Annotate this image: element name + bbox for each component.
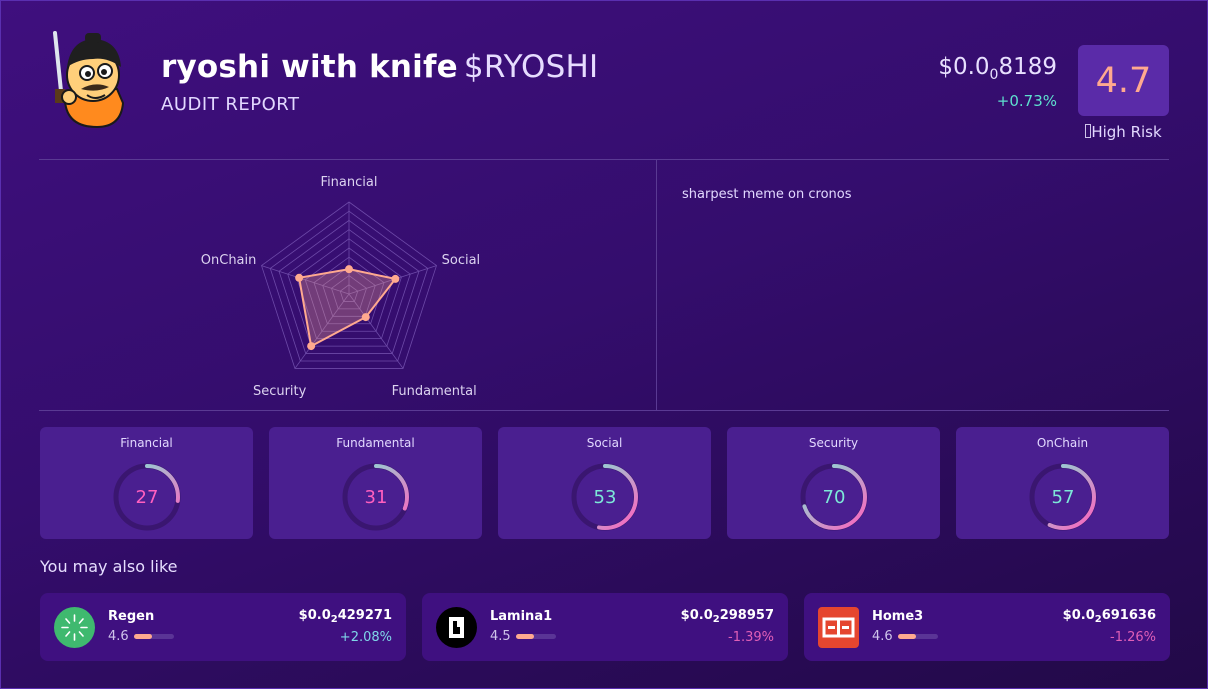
radar-axis-line — [348, 293, 404, 369]
radar-point-social[interactable] — [391, 274, 400, 283]
score-card-label: Financial — [120, 436, 173, 450]
radar-axis-line — [294, 293, 350, 369]
score-value: 27 — [135, 486, 159, 508]
token-title: ryoshi with knife $RYOSHI — [161, 49, 598, 85]
home3-logo-icon — [818, 607, 859, 648]
radar-point-fundamental[interactable] — [361, 313, 370, 322]
radar-data-area — [297, 268, 398, 348]
score-value: 31 — [364, 486, 388, 508]
radar-label-onchain: OnChain — [201, 253, 257, 268]
score-card-onchain[interactable]: OnChain 57 — [956, 427, 1169, 539]
recommendation-score-bar — [898, 634, 938, 639]
warning-icon — [1085, 124, 1092, 138]
score-gauge-arc — [343, 464, 409, 530]
regen-logo-icon — [54, 607, 95, 648]
recommendation-price: $0.02429271 — [298, 608, 392, 625]
radar-grid-ring — [331, 275, 367, 310]
radar-grid-ring — [261, 201, 437, 369]
overall-score: 4.7 — [1095, 60, 1152, 101]
score-card-fundamental[interactable]: Fundamental 31 — [269, 427, 482, 539]
report-subtitle: AUDIT REPORT — [161, 94, 300, 115]
token-name: ryoshi with knife — [161, 49, 458, 85]
section-vertical-divider — [656, 160, 657, 410]
token-header: ryoshi with knife $RYOSHI AUDIT REPORT $0… — [1, 1, 1207, 159]
radar-label-security: Security — [253, 384, 307, 399]
radar-grid-ring — [296, 238, 402, 340]
score-card-social[interactable]: Social 53 — [498, 427, 711, 539]
radar-chart: Financial Social Fundamental Security OnChai… — [201, 175, 481, 399]
score-gauge-arc — [1030, 464, 1096, 530]
token-description: sharpest meme on cronos — [682, 187, 852, 202]
recommendations-title: You may also like — [40, 557, 178, 576]
overall-score-badge: 4.7 — [1078, 45, 1169, 116]
risk-label: High Risk — [1078, 123, 1169, 141]
radar-axis-line — [261, 265, 350, 295]
radar-grid-ring — [269, 210, 429, 362]
score-cards: Financial 27 Fundamental 31 Social 53 Security… — [40, 427, 1170, 539]
recommendation-price: $0.02298957 — [680, 608, 774, 625]
radar-point-financial[interactable] — [345, 265, 353, 274]
recommendation-score: 4.5 — [490, 629, 511, 644]
recommendation-card-regen[interactable]: Regen 4.6 $0.02429271 +2.08% — [40, 593, 406, 661]
score-value: 57 — [1051, 486, 1075, 508]
score-gauge — [342, 463, 410, 531]
recommendation-price-change: -1.39% — [728, 630, 774, 645]
radar-point-security[interactable] — [307, 342, 316, 351]
radar-grid-ring — [313, 256, 385, 325]
score-card-label: Security — [808, 436, 859, 450]
lamina1-logo-icon — [436, 607, 477, 648]
recommendation-price-change: +2.08% — [339, 630, 392, 645]
radar-label-financial: Financial — [321, 175, 378, 190]
header-divider — [39, 159, 1169, 160]
score-gauge — [1029, 463, 1097, 531]
recommendation-score: 4.6 — [872, 629, 893, 644]
score-value: 53 — [593, 486, 617, 508]
recommendation-card-home3[interactable]: Home3 4.6 $0.02691636 -1.26% — [804, 593, 1170, 661]
recommendation-score-bar-fill — [516, 634, 534, 639]
score-gauge-arc — [114, 464, 180, 530]
recommendation-name: Regen — [108, 609, 155, 624]
recommendation-score-bar-fill — [134, 634, 153, 639]
radar-grid-ring — [339, 284, 359, 302]
token-price-change: +0.73% — [996, 92, 1057, 110]
token-ticker: $RYOSHI — [463, 49, 599, 85]
recommendation-price: $0.02691636 — [1062, 608, 1156, 625]
score-gauge — [800, 463, 868, 531]
recommendation-score-bar — [516, 634, 556, 639]
token-price: $0.008189 — [938, 54, 1057, 83]
score-card-label: Social — [586, 436, 623, 450]
score-gauge — [113, 463, 181, 531]
score-card-label: OnChain — [1036, 436, 1089, 450]
recommendation-name: Home3 — [872, 609, 924, 624]
ryoshi-mascot-logo — [53, 31, 125, 129]
recommendation-price-change: -1.26% — [1110, 630, 1156, 645]
recommendation-score-bar — [134, 634, 174, 639]
radar-point-onchain[interactable] — [295, 273, 304, 282]
score-gauge-arc — [572, 464, 638, 530]
radar-grid-ring — [322, 265, 376, 317]
score-gauge-arc — [801, 464, 867, 530]
score-card-financial[interactable]: Financial 27 — [40, 427, 253, 539]
score-card-label: Fundamental — [336, 436, 415, 450]
score-gauge — [571, 463, 639, 531]
recommendation-name: Lamina1 — [490, 609, 553, 624]
radar-label-fundamental: Fundamental — [392, 384, 477, 399]
radar-grid-ring — [278, 219, 420, 354]
recommendation-score: 4.6 — [108, 629, 129, 644]
chart-divider — [39, 410, 1169, 411]
radar-label-social: Social — [442, 253, 481, 268]
score-card-security[interactable]: Security 70 — [727, 427, 940, 539]
recommendation-score-bar-fill — [898, 634, 917, 639]
recommendation-card-lamina1[interactable]: Lamina1 4.5 $0.02298957 -1.39% — [422, 593, 788, 661]
radar-grid-ring — [287, 229, 411, 347]
score-value: 70 — [822, 486, 846, 508]
